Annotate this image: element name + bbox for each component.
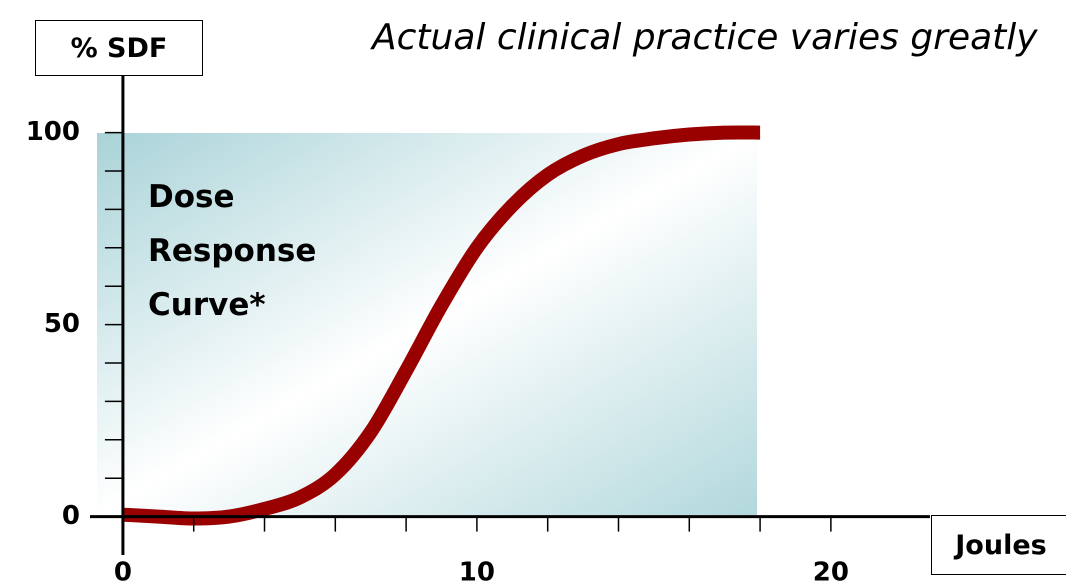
x-axis-label: Joules [931, 515, 1066, 575]
y-tick-label: 50 [44, 309, 80, 339]
y-tick-label: 100 [26, 117, 80, 147]
annotation: Dose Response Curve* [148, 179, 317, 323]
y-tick-label: 0 [62, 501, 80, 531]
x-tick-label: 10 [459, 558, 495, 588]
y-axis-label: % SDF [35, 20, 203, 76]
x-tick-label: 20 [813, 558, 849, 588]
x-tick-label: 0 [114, 558, 132, 588]
annotation: Actual clinical practice varies greatly [372, 17, 1038, 58]
